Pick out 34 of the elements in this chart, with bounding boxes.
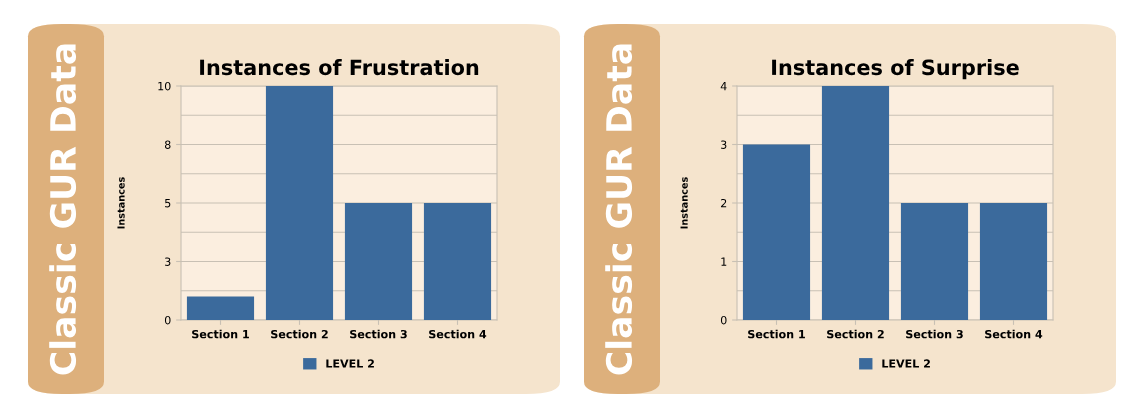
bar <box>742 144 811 320</box>
y-tick-label: 1 <box>721 257 727 266</box>
bar <box>344 203 413 320</box>
y-tick-label: 8 <box>164 140 171 149</box>
legend-label: LEVEL 2 <box>882 359 930 368</box>
text: Classic GUR Data <box>605 44 633 375</box>
x-tick-label: Section 3 <box>906 329 963 339</box>
y-tick-label: 2 <box>721 198 727 208</box>
y-tick-label: 5 <box>165 199 171 208</box>
y-tick-label: 10 <box>158 81 171 91</box>
x-tick-label: Section 1 <box>192 329 249 339</box>
bar <box>186 296 255 320</box>
y-axis-title: Instances <box>680 177 688 229</box>
text: Classic GUR Data <box>49 44 77 375</box>
x-tick-label: Section 2 <box>271 329 328 339</box>
bar <box>423 203 492 320</box>
bar <box>265 86 334 320</box>
chart-title: Instances of Surprise <box>772 59 1019 80</box>
bar <box>821 86 890 320</box>
y-tick-label: 3 <box>165 257 171 266</box>
y-tick-label: 0 <box>720 315 727 325</box>
x-tick-label: Section 1 <box>748 329 805 339</box>
x-tick-label: Section 4 <box>429 329 487 339</box>
y-tick-label: 4 <box>720 82 727 91</box>
x-tick-label: Section 3 <box>350 329 407 339</box>
y-tick-label: 0 <box>164 315 171 325</box>
y-tick-label: 3 <box>721 140 727 149</box>
y-axis-title: Instances <box>117 177 125 229</box>
x-tick-label: Section 4 <box>985 329 1043 339</box>
bar <box>979 203 1048 320</box>
legend-label: LEVEL 2 <box>326 359 374 368</box>
bar <box>900 203 969 320</box>
chart-title: Instances of Frustration <box>200 59 479 76</box>
x-tick-label: Section 2 <box>827 329 884 339</box>
